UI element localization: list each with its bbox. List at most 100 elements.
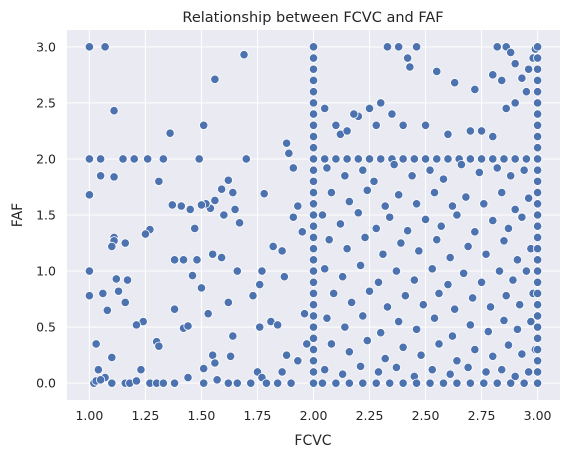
data-point <box>506 378 516 388</box>
data-point <box>512 324 523 334</box>
data-point <box>481 249 491 259</box>
data-point <box>84 42 95 52</box>
data-point <box>358 378 368 388</box>
data-point <box>376 98 386 108</box>
data-point <box>308 87 319 97</box>
data-point <box>521 266 531 276</box>
data-point <box>411 199 422 209</box>
data-point <box>228 187 238 198</box>
data-point <box>443 129 453 139</box>
data-point <box>499 315 509 325</box>
data-point <box>521 154 531 164</box>
data-point <box>355 260 366 271</box>
data-point <box>183 372 193 383</box>
data-point <box>273 378 283 388</box>
data-point <box>259 189 269 199</box>
data-point <box>371 378 381 388</box>
data-point <box>279 272 289 282</box>
data-point <box>210 195 220 206</box>
data-point <box>353 154 363 164</box>
data-point <box>371 223 381 234</box>
data-point <box>488 131 498 142</box>
data-point <box>532 232 543 243</box>
data-point <box>532 300 543 310</box>
x-tick-label: 1.00 <box>75 408 103 423</box>
data-point <box>494 266 505 276</box>
data-point <box>470 84 480 95</box>
data-point <box>185 204 195 214</box>
data-point <box>532 255 543 265</box>
data-point <box>225 351 236 361</box>
data-point <box>308 143 319 153</box>
data-point <box>532 277 543 287</box>
data-point <box>308 221 319 231</box>
data-point <box>217 253 227 263</box>
data-point <box>131 320 142 330</box>
data-point <box>322 313 332 323</box>
data-point <box>293 201 303 211</box>
data-point <box>154 341 164 351</box>
x-tick-label: 2.00 <box>300 408 328 423</box>
data-point <box>169 304 180 314</box>
data-point <box>360 232 370 243</box>
data-point <box>407 171 417 181</box>
y-tick-label: 0.0 <box>36 376 56 391</box>
data-point <box>526 316 536 327</box>
data-point <box>208 350 218 360</box>
data-point <box>373 277 384 287</box>
data-point <box>532 266 543 276</box>
x-tick-label: 1.50 <box>188 408 216 423</box>
data-point <box>308 120 319 130</box>
data-point <box>308 53 319 63</box>
data-point <box>436 221 446 231</box>
data-point <box>532 367 543 377</box>
data-point <box>192 255 202 265</box>
data-point <box>364 103 375 114</box>
data-point <box>403 226 413 236</box>
data-point <box>438 174 449 184</box>
data-point <box>488 216 498 226</box>
data-point <box>107 241 117 251</box>
y-tick-label: 2.5 <box>36 95 56 110</box>
data-point <box>463 362 473 373</box>
data-point <box>382 42 393 52</box>
data-point <box>391 362 402 373</box>
data-point <box>308 311 319 321</box>
data-point <box>447 201 458 211</box>
data-point <box>326 187 337 198</box>
data-point <box>532 311 543 321</box>
data-point <box>459 268 469 278</box>
data-point <box>196 200 207 210</box>
data-point <box>338 272 348 282</box>
data-point <box>512 255 523 265</box>
data-point <box>432 66 442 77</box>
data-point <box>452 356 462 366</box>
data-point <box>241 154 251 164</box>
data-point <box>194 154 204 164</box>
data-point <box>176 201 186 211</box>
data-point <box>109 106 119 116</box>
data-point <box>532 53 543 63</box>
data-point <box>308 165 319 175</box>
data-point <box>376 328 386 338</box>
data-point <box>107 352 117 362</box>
data-point <box>391 266 402 276</box>
data-point <box>335 219 345 229</box>
data-point <box>497 365 507 375</box>
data-point <box>481 367 491 377</box>
data-point <box>398 120 408 130</box>
data-point <box>452 378 462 388</box>
data-point <box>277 246 287 256</box>
data-point <box>349 109 359 119</box>
data-point <box>286 378 296 388</box>
y-tick-label: 1.5 <box>36 208 56 223</box>
data-point <box>320 365 330 375</box>
data-point <box>362 335 372 346</box>
data-point <box>346 297 357 308</box>
data-point <box>93 365 103 375</box>
data-point <box>320 264 330 274</box>
data-point <box>308 322 319 332</box>
data-point <box>284 148 294 158</box>
data-point <box>524 193 534 203</box>
data-point <box>118 154 128 164</box>
